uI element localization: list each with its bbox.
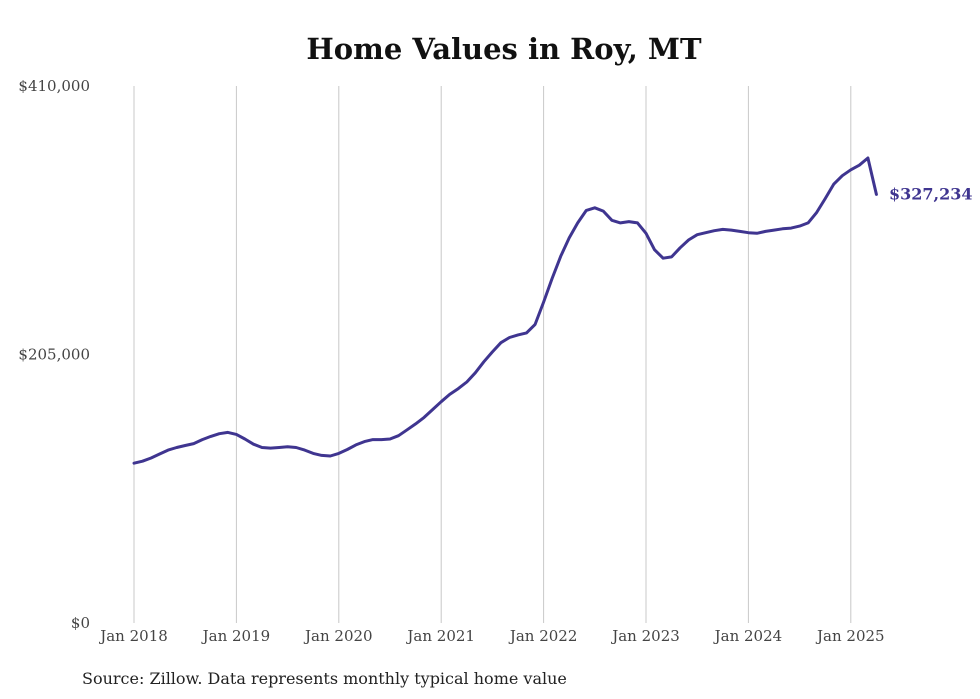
chart-title: Home Values in Roy, MT	[306, 32, 702, 66]
x-axis-tick-labels: Jan 2018 Jan 2019 Jan 2020 Jan 2021 Jan 2022…	[98, 627, 884, 645]
x-tick-label: Jan 2018	[98, 627, 168, 645]
y-tick-label: $0	[71, 614, 90, 632]
x-tick-label: Jan 2023	[610, 627, 680, 645]
series-line	[132, 156, 878, 465]
source-note: Source: Zillow. Data represents monthly …	[82, 669, 567, 688]
y-axis-tick-labels: $410,000 $205,000 $0	[18, 77, 90, 632]
y-tick-label: $205,000	[18, 346, 90, 364]
x-tick-label: Jan 2024	[713, 627, 783, 645]
x-tick-label: Jan 2022	[508, 627, 578, 645]
end-value-label: $327,234	[889, 184, 973, 203]
y-tick-label: $410,000	[18, 77, 90, 95]
x-tick-label: Jan 2021	[405, 627, 475, 645]
vertical-gridlines	[133, 86, 852, 623]
x-tick-label: Jan 2019	[201, 627, 271, 645]
x-tick-label: Jan 2025	[815, 627, 885, 645]
x-tick-label: Jan 2020	[303, 627, 373, 645]
